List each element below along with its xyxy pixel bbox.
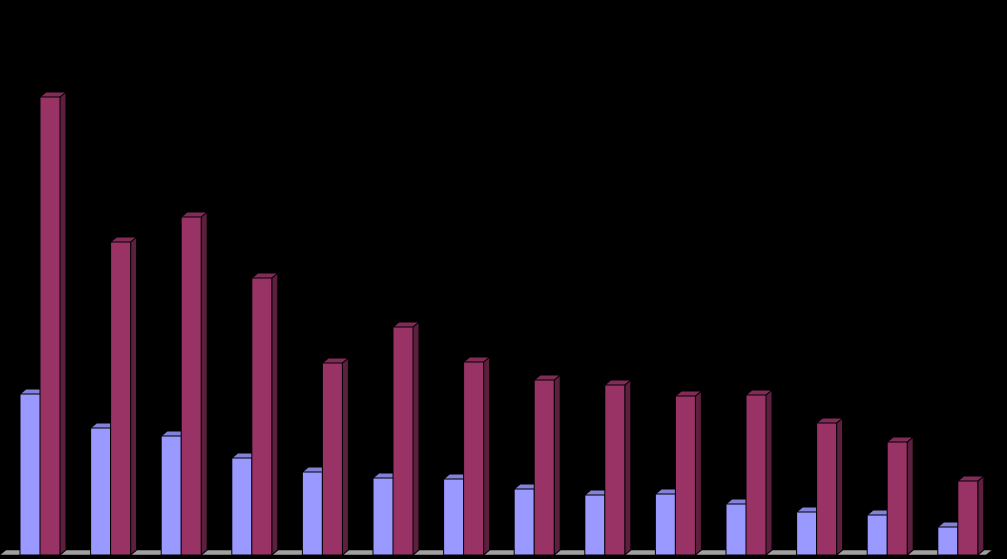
bar	[180, 216, 202, 556]
bar	[654, 493, 676, 556]
bar	[745, 394, 767, 556]
bar	[443, 478, 465, 556]
bar	[816, 422, 838, 556]
bar-side	[271, 271, 279, 557]
bar-3d	[109, 235, 138, 557]
bar	[301, 471, 323, 556]
bar	[886, 441, 908, 556]
bar	[957, 480, 979, 556]
bar	[725, 503, 747, 556]
bar	[90, 427, 112, 556]
bar	[533, 379, 555, 556]
bar	[321, 362, 343, 556]
bar-side	[483, 355, 491, 557]
bar-3d	[462, 355, 491, 557]
bar	[584, 494, 606, 556]
bar-side	[765, 388, 773, 557]
bar	[796, 511, 818, 556]
bar-side	[130, 235, 138, 557]
bar-side	[59, 90, 67, 557]
bar-side	[906, 435, 914, 557]
bar-3d	[956, 474, 986, 557]
bar-3d	[391, 320, 421, 557]
bar-3d	[885, 435, 915, 557]
bar-3d	[603, 378, 633, 557]
bar-side	[200, 210, 208, 557]
bar	[160, 435, 182, 556]
bar-3d	[250, 271, 280, 557]
bar-3d	[179, 210, 209, 557]
bar-side	[694, 389, 702, 557]
bar	[866, 514, 888, 556]
bar-side	[624, 378, 632, 557]
bar-side	[836, 416, 844, 557]
bar-3d	[744, 388, 774, 557]
bar	[372, 477, 394, 556]
bar-3d	[815, 416, 844, 557]
bar-side	[553, 373, 561, 557]
bar	[19, 393, 41, 556]
bar-3d	[38, 90, 68, 557]
bar	[110, 241, 132, 556]
bar-3d	[321, 356, 350, 557]
bar-side	[412, 320, 420, 557]
bar	[231, 457, 253, 556]
bar-3d	[674, 389, 703, 557]
bar	[251, 277, 273, 556]
bar-3d	[532, 373, 562, 557]
bar-side	[341, 356, 349, 557]
bar	[392, 326, 414, 556]
bar	[463, 361, 485, 556]
bar	[513, 488, 535, 556]
bar	[937, 526, 959, 556]
bar-side	[977, 474, 985, 557]
floor	[0, 549, 993, 556]
bar	[674, 395, 696, 556]
bar	[604, 384, 626, 556]
bar	[39, 96, 61, 556]
